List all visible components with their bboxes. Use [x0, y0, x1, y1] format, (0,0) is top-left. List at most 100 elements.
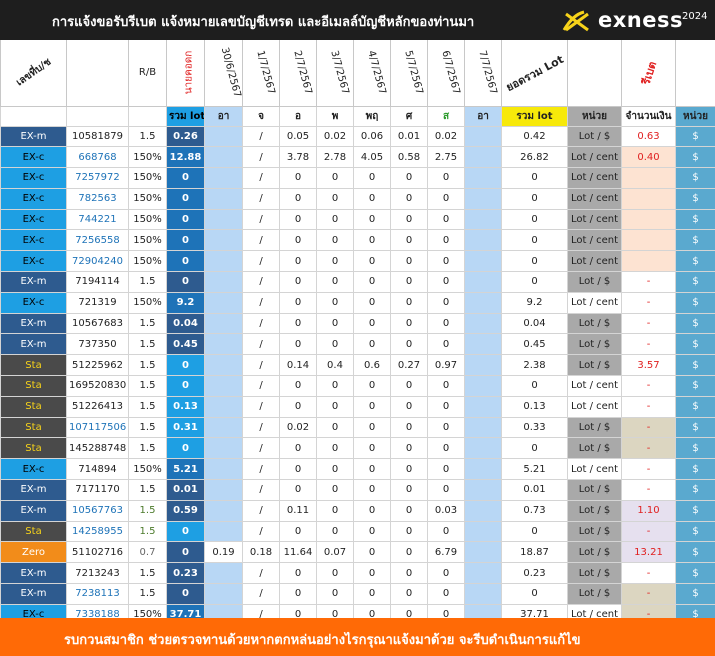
day-value: 0	[390, 291, 428, 314]
day-value	[464, 167, 502, 189]
sum-lot: 26.82	[501, 146, 568, 169]
day-value: 0	[316, 499, 354, 522]
day-value: 0	[427, 167, 465, 189]
day-value: 0	[316, 375, 354, 397]
day-value	[204, 229, 243, 252]
rebate-amount: 3.57	[621, 354, 676, 377]
currency: $	[675, 375, 715, 397]
sum-lot: 0.33	[501, 416, 568, 439]
day-value: 0	[279, 583, 317, 605]
account-type: EX-m	[0, 562, 67, 585]
account-type: Sta	[0, 375, 67, 397]
day-value: 0	[316, 562, 354, 585]
sum-lot: 0.23	[501, 562, 568, 585]
day-value: 0	[427, 187, 465, 210]
day-value	[464, 479, 502, 501]
rebate-amount: -	[621, 395, 676, 418]
day-value	[464, 416, 502, 439]
day-value: 0	[316, 416, 354, 439]
sub-total-lot: รวม lot	[166, 105, 205, 127]
day-value: 0	[279, 479, 317, 501]
day-value	[204, 271, 243, 293]
account-number: 51225962	[66, 354, 129, 377]
day-value: 0	[316, 229, 354, 252]
table-row: Sta 107117506 1.5 0.31/0.02 0 0 0 0 0.33 Lot / $ -…	[0, 416, 715, 439]
day-value: 0	[390, 208, 428, 231]
day-value: 0	[427, 375, 465, 397]
date-header-0: 30/6/2567	[204, 40, 243, 107]
day-value: 0.4	[316, 354, 354, 377]
sub-amount: จำนวนเงิน	[621, 105, 676, 127]
currency: $	[675, 167, 715, 189]
day-value	[464, 271, 502, 293]
day-value: /	[242, 395, 280, 418]
day-value: /	[242, 520, 280, 543]
account-type: EX-c	[0, 187, 67, 210]
total-lot: 0	[166, 541, 205, 564]
table-row: EX-m 10567763 1.5 0.59/0.11 0 0 0 0.03 0.73 Lot /…	[0, 499, 715, 522]
sub-blank-3	[128, 105, 167, 127]
table-row: EX-m 7213243 1.5 0.23/0 0 0 0 0 0.23 Lot / $ - $	[0, 562, 715, 585]
table-row: EX-c 744221 150% 0/0 0 0 0 0 0 Lot / cent $	[0, 208, 715, 231]
account-type: EX-m	[0, 479, 67, 501]
day-value: 0	[390, 333, 428, 356]
day-value: 0	[390, 437, 428, 460]
account-type: EX-c	[0, 291, 67, 314]
total-lot: 0	[166, 375, 205, 397]
sub-sum-lot: รวม lot	[501, 105, 568, 127]
day-value: 0	[390, 375, 428, 397]
day-value: 0	[353, 562, 391, 585]
day-value: 0	[427, 583, 465, 605]
day-value: 0	[353, 437, 391, 460]
sub-day-3: พ	[316, 105, 354, 127]
rb-value: 1.5	[128, 562, 167, 585]
page-title: การแจ้งขอรับรีเบต แจ้งหมายเลขบัญชีเทรด แ…	[52, 15, 475, 30]
unit: Lot / cent	[567, 395, 622, 418]
day-value: /	[242, 167, 280, 189]
day-value: 0	[279, 395, 317, 418]
account-type: Sta	[0, 520, 67, 543]
rebate-amount: -	[621, 291, 676, 314]
day-value: /	[242, 479, 280, 501]
account-type: Zero	[0, 541, 67, 564]
day-value	[464, 541, 502, 564]
total-lot: 12.88	[166, 146, 205, 169]
day-value	[204, 437, 243, 460]
date-header-6: 6/7/2567	[427, 40, 465, 107]
account-number: 668768	[66, 146, 129, 169]
sum-lot: 0	[501, 250, 568, 273]
day-value: /	[242, 416, 280, 439]
rebate-amount: -	[621, 271, 676, 293]
account-type: EX-m	[0, 499, 67, 522]
total-lot: 0	[166, 229, 205, 252]
total-lot: 0	[166, 583, 205, 605]
currency: $	[675, 229, 715, 252]
day-value: /	[242, 291, 280, 314]
footer-banner: รบกวนสมาชิก ช่วยตรวจทานด้วยหากตกหล่นอย่า…	[0, 618, 715, 656]
day-value: 0	[353, 167, 391, 189]
rebate-amount: -	[621, 520, 676, 543]
day-value: 0	[353, 333, 391, 356]
day-value	[204, 187, 243, 210]
day-value	[204, 333, 243, 356]
day-value: 0	[427, 458, 465, 481]
day-value: 0	[427, 229, 465, 252]
unit: Lot / cent	[567, 187, 622, 210]
day-value: 0	[316, 167, 354, 189]
day-value: 0	[353, 583, 391, 605]
day-value	[204, 562, 243, 585]
table-row: Sta 51225962 1.5 0 /0.14 0.4 0.6 0.27 0.97 2.38 Lo…	[0, 354, 715, 377]
day-value: 0	[390, 458, 428, 481]
day-value: 0	[390, 312, 428, 335]
account-type: EX-m	[0, 333, 67, 356]
day-value: 0	[279, 520, 317, 543]
total-lot: 5.21	[166, 458, 205, 481]
day-value	[204, 146, 243, 169]
day-value	[204, 250, 243, 273]
currency: $	[675, 250, 715, 273]
rb-value: 0.7	[128, 541, 167, 564]
rebate-table: เลขที่บ/ช R/B นายคอดก 30/6/2567 1/7/2567…	[0, 40, 715, 626]
account-type: EX-m	[0, 312, 67, 335]
table-row: Sta 169520830 1.5 0/0 0 0 0 0 0 Lot / cent - $	[0, 375, 715, 397]
rb-value: 150%	[128, 187, 167, 210]
